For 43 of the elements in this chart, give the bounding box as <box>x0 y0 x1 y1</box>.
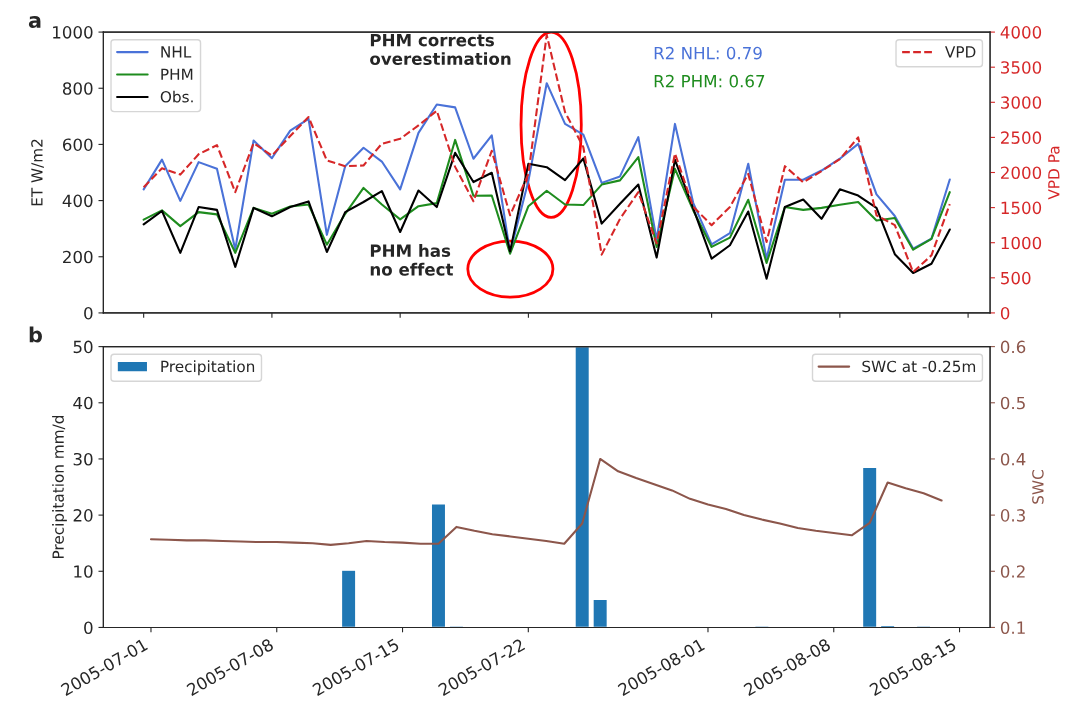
y2-tick-label: 0 <box>1000 306 1010 320</box>
y2-axis-title: VPD Pa <box>1048 146 1060 200</box>
y2-tick-label: 4000 <box>1000 26 1042 39</box>
y2-tick-label: 0.2 <box>1000 565 1025 578</box>
annotation: R2 NHL: 0.79 <box>654 46 762 60</box>
y-axis-title: ET W/m2 <box>31 139 44 206</box>
y2-tick-label: 0.1 <box>1000 621 1025 635</box>
y-tick-label: 0 <box>84 306 93 320</box>
y-tick-label: 1000 <box>53 26 93 39</box>
y2-tick-label: 3500 <box>1001 61 1042 74</box>
legend-label: Obs. <box>160 90 193 103</box>
annotation: PHM corrects overestimation <box>370 34 511 66</box>
y2-tick-label: 2500 <box>1001 131 1042 144</box>
y2-tick-label: 1500 <box>1001 201 1042 215</box>
y2-axis-title: SWC <box>1032 470 1044 504</box>
y2-tick-label: 0.4 <box>1000 452 1026 466</box>
y-tick-label: 30 <box>73 452 93 466</box>
y-tick-label: 0 <box>84 621 93 635</box>
legend-label: VPD <box>945 46 976 58</box>
y2-tick-label: 2000 <box>1001 166 1042 180</box>
y2-tick-label: 0.3 <box>1000 509 1025 522</box>
legend-label: SWC at -0.25m <box>862 360 976 373</box>
y2-tick-label: 1000 <box>1001 236 1042 250</box>
y2-tick-label: 500 <box>1001 271 1031 285</box>
y-tick-label: 200 <box>63 250 93 264</box>
y-tick-label: 50 <box>73 340 93 354</box>
y-tick-label: 600 <box>62 138 93 151</box>
y-tick-label: 20 <box>73 509 93 522</box>
y-tick-label: 800 <box>62 82 93 95</box>
y2-tick-label: 0.5 <box>1000 396 1025 410</box>
y2-tick-label: 3000 <box>1001 96 1042 109</box>
y-tick-label: 10 <box>74 565 93 578</box>
y-tick-label: 400 <box>62 194 93 208</box>
text: b <box>29 326 42 343</box>
legend-label: NHL <box>161 46 192 58</box>
y-tick-label: 40 <box>73 396 93 410</box>
text: a <box>28 16 41 29</box>
annotation: R2 PHM: 0.67 <box>654 74 765 88</box>
y2-tick-label: 0.6 <box>1000 340 1026 354</box>
legend-label: Precipitation <box>161 360 255 376</box>
legend-label: PHM <box>161 68 193 80</box>
annotation: PHM has no effect <box>370 244 454 276</box>
y-axis-title: Precipitation mm/d <box>52 415 67 558</box>
